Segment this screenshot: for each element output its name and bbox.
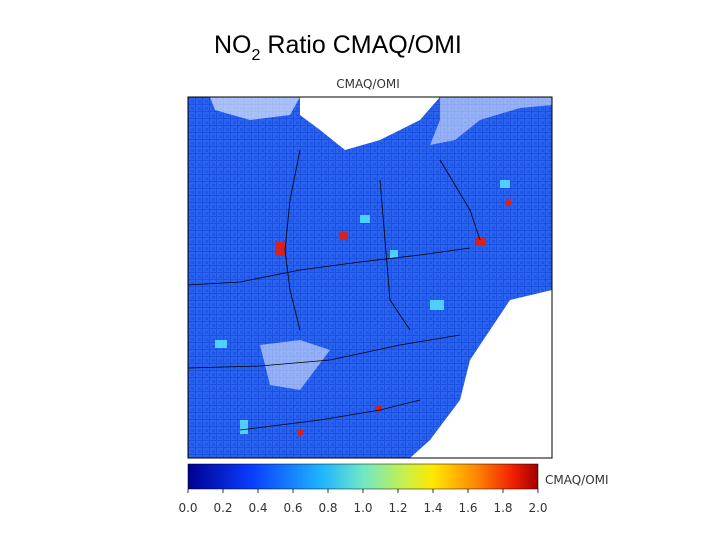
colorbar bbox=[187, 463, 539, 490]
colorbar-tick-label: 0.6 bbox=[283, 501, 302, 515]
colorbar-tick-label: 0.2 bbox=[213, 501, 232, 515]
colorbar-tick-label: 1.0 bbox=[353, 501, 372, 515]
title-main: NO bbox=[214, 31, 252, 59]
map-frame bbox=[187, 96, 553, 459]
no-data-area bbox=[210, 97, 300, 120]
hotspots bbox=[276, 200, 511, 435]
title-subscript: 2 bbox=[252, 47, 261, 64]
colorbar-tick-label: 0.4 bbox=[248, 501, 267, 515]
slide-title: NO2 Ratio CMAQ/OMI bbox=[214, 31, 462, 64]
ocean bbox=[410, 290, 552, 458]
colorbar-tick-label: 1.6 bbox=[458, 501, 477, 515]
light-cells bbox=[215, 180, 510, 434]
colorbar-label: CMAQ/OMI bbox=[545, 473, 609, 487]
map-title: CMAQ/OMI bbox=[336, 77, 400, 91]
colorbar-tick-label: 2.0 bbox=[528, 501, 547, 515]
colorbar-tick-label: 1.8 bbox=[493, 501, 512, 515]
no-data-area bbox=[430, 97, 552, 145]
no-data-area bbox=[300, 97, 440, 150]
borders bbox=[188, 149, 481, 431]
colorbar-tick-label: 0.0 bbox=[178, 501, 197, 515]
colorbar-tick-label: 1.2 bbox=[388, 501, 407, 515]
colorbar-tick-label: 0.8 bbox=[318, 501, 337, 515]
colorbar-ticks: 0.0 0.2 0.4 0.6 0.8 1.0 1.2 1.4 1.6 1.8 2.0 bbox=[178, 489, 548, 515]
colorbar-tick-label: 1.4 bbox=[423, 501, 442, 515]
no-data-area bbox=[260, 340, 330, 390]
map bbox=[188, 97, 552, 458]
title-rest: Ratio CMAQ/OMI bbox=[267, 31, 461, 59]
